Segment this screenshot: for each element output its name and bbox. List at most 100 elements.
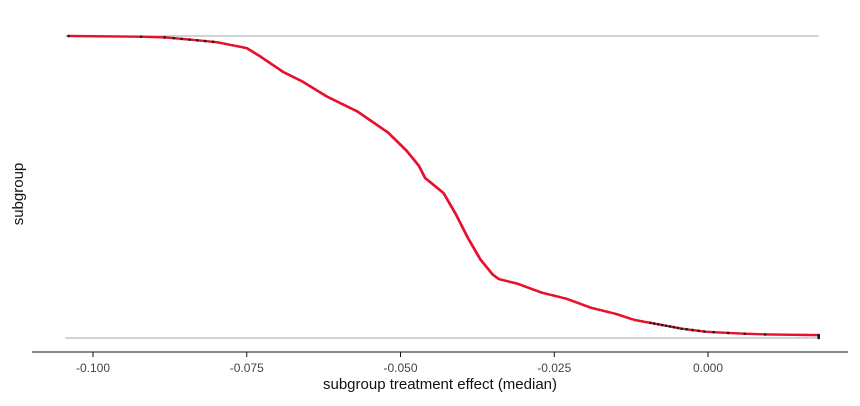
subgroup-point <box>238 45 242 49</box>
subgroup-point <box>615 312 619 316</box>
subgroup-point <box>530 287 534 291</box>
subgroup-point <box>622 315 625 318</box>
subgroup-point <box>613 312 616 315</box>
subgroup-point <box>604 310 607 313</box>
subgroup-point <box>211 40 215 44</box>
subgroup-point <box>188 38 191 41</box>
x-tick-label: -0.075 <box>230 361 264 375</box>
subgroup-point <box>549 293 552 297</box>
subgroup-point <box>633 318 637 322</box>
subgroup-point <box>697 329 700 333</box>
subgroup-point <box>637 319 640 323</box>
subgroup-point <box>502 279 506 282</box>
subgroup-point <box>570 299 573 302</box>
subgroup-point <box>595 307 599 311</box>
subgroup-point <box>664 324 668 328</box>
subgroup-point <box>579 302 583 306</box>
subgroup-point <box>497 277 500 281</box>
subgroup-point <box>587 305 591 309</box>
subgroup-point <box>196 39 199 42</box>
subgroup-point <box>676 326 680 330</box>
subgroup-point <box>631 317 634 321</box>
subgroup-point <box>224 42 227 46</box>
plot-area <box>65 34 820 340</box>
subgroup-point <box>653 322 656 325</box>
subgroup-point <box>520 284 524 287</box>
subgroup-point <box>508 280 512 284</box>
subgroup-point <box>227 43 231 46</box>
subgroup-point <box>620 314 623 317</box>
subgroup-point <box>607 310 610 314</box>
x-axis: -0.100 -0.075 -0.050 -0.025 0.000 <box>32 351 848 375</box>
subgroup-point <box>685 328 689 331</box>
subgroup-point <box>540 291 543 294</box>
subgroup-point <box>581 303 585 307</box>
x-tick-label: -0.100 <box>76 361 110 375</box>
subgroup-point <box>660 323 664 327</box>
subgroup-point <box>817 336 820 340</box>
x-tick-label: 0.000 <box>693 361 723 375</box>
subgroup-point <box>574 300 577 304</box>
subgroup-point <box>583 304 587 307</box>
subgroup-point <box>536 289 540 293</box>
subgroup-point <box>628 317 632 320</box>
subgroup-point <box>231 44 235 47</box>
subgroup-point <box>180 37 184 41</box>
subgroup-point <box>668 325 672 328</box>
subgroup-point <box>554 294 558 298</box>
subgroup-point <box>518 283 522 286</box>
subgroup-point <box>610 311 613 315</box>
y-axis-title: subgroup <box>10 163 27 226</box>
subgroup-point <box>568 298 571 302</box>
subgroup-point <box>543 292 546 295</box>
subgroup-point <box>546 292 549 296</box>
subgroup-point <box>703 330 706 333</box>
subgroup-point <box>691 328 694 332</box>
subgroup-point <box>649 321 652 325</box>
subgroup-point <box>526 286 530 289</box>
subgroup-point <box>585 304 589 308</box>
subgroup-point <box>626 316 630 320</box>
subgroup-point <box>592 307 596 310</box>
subgroup-point <box>617 313 621 317</box>
subgroup-point <box>641 320 644 323</box>
subgroup-point <box>551 294 555 297</box>
subgroup-point <box>511 281 515 284</box>
subgroup-point <box>528 286 532 290</box>
subgroup-point <box>577 302 581 305</box>
subgroup-point <box>672 325 676 329</box>
subgroup-point <box>67 34 70 38</box>
subgroup-point <box>743 332 746 335</box>
subgroup-point <box>763 333 767 336</box>
subgroup-point <box>566 297 569 301</box>
subgroup-point <box>514 281 517 285</box>
subgroup-point <box>572 299 575 303</box>
x-tick-label: -0.025 <box>537 361 571 375</box>
subgroup-point <box>656 323 660 326</box>
subgroup-point <box>560 296 564 299</box>
subgroup-point <box>680 327 684 330</box>
subgroup-point <box>563 297 567 300</box>
subgroup-point <box>712 330 715 334</box>
subgroup-point <box>139 35 143 39</box>
subgroup-point <box>499 278 503 281</box>
x-axis-title: subgroup treatment effect (median) <box>323 376 557 393</box>
subgroup-point <box>532 288 536 292</box>
subgroup-point <box>524 285 528 289</box>
subgroup-point <box>575 301 579 304</box>
subgroup-point <box>522 284 526 288</box>
subgroup-point <box>216 41 220 44</box>
subgroup-point <box>203 39 207 43</box>
subgroup-point <box>624 315 627 319</box>
subgroup-point <box>598 308 601 312</box>
subgroup-point <box>235 44 238 48</box>
subgroup-point <box>172 36 176 40</box>
subgroup-point <box>601 309 604 312</box>
subgroup-point <box>645 320 648 324</box>
subgroup-point <box>516 282 520 286</box>
subgroup-point <box>505 279 509 283</box>
subgroup-point <box>163 36 166 39</box>
subgroup-point <box>242 46 246 49</box>
subgroup-point <box>534 289 538 292</box>
